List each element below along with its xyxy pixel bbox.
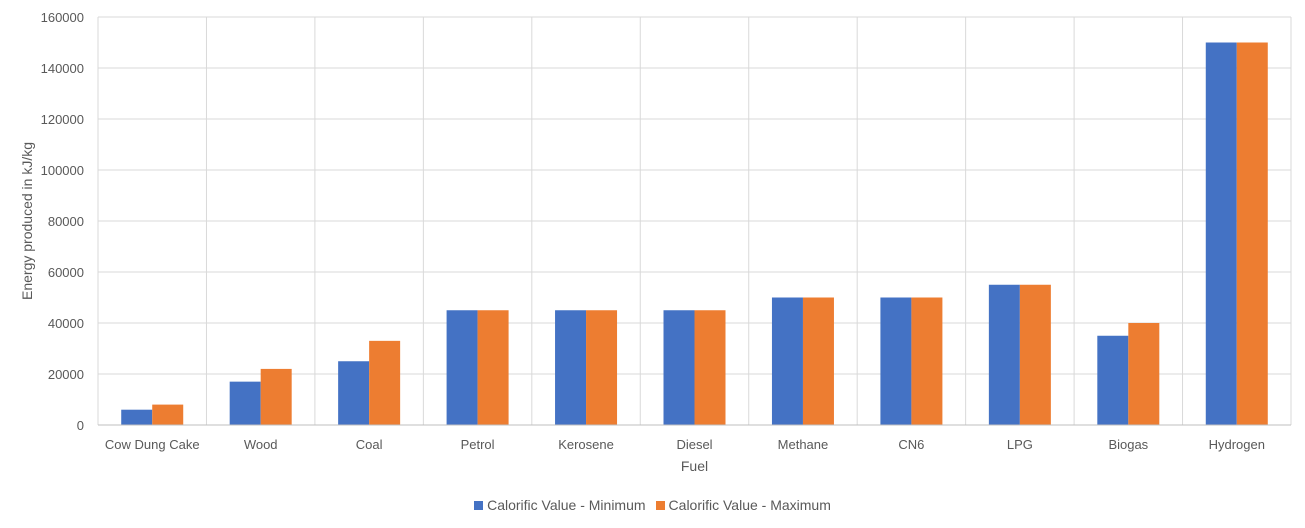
x-tick-label: Biogas	[1108, 437, 1148, 452]
bar-maximum-4	[586, 310, 618, 425]
bar-minimum-2	[338, 361, 370, 425]
bar-maximum-9	[1128, 323, 1160, 425]
bar-minimum-6	[771, 297, 803, 425]
bar-maximum-8	[1019, 284, 1051, 425]
y-tick-label: 160000	[41, 10, 84, 25]
x-tick-label: LPG	[1007, 437, 1033, 452]
bar-minimum-9	[1097, 335, 1129, 425]
y-tick-label: 20000	[48, 367, 84, 382]
legend-swatch-maximum	[655, 500, 665, 510]
y-tick-label: 40000	[48, 316, 84, 331]
y-tick-label: 120000	[41, 112, 84, 127]
bar-maximum-10	[1236, 42, 1268, 425]
bar-maximum-0	[152, 404, 184, 425]
x-tick-label: Cow Dung Cake	[105, 437, 200, 452]
legend: Calorific Value - Minimum Calorific Valu…	[0, 494, 1305, 516]
chart-svg: 0 20000 40000 60000 80000 100000 120000 140000 1…	[19, 10, 1292, 474]
y-tick-label: 60000	[48, 265, 84, 280]
bar-minimum-3	[446, 310, 478, 425]
bar-maximum-6	[802, 297, 834, 425]
legend-label-maximum: Calorific Value - Maximum	[668, 497, 831, 513]
y-axis-label: Energy produced in kJ/kg	[19, 142, 35, 300]
bar-minimum-8	[988, 284, 1020, 425]
x-axis-label: Fuel	[681, 458, 708, 474]
bar-maximum-7	[911, 297, 943, 425]
bar-maximum-1	[260, 368, 292, 425]
x-tick-label: Petrol	[461, 437, 495, 452]
bar-maximum-3	[477, 310, 509, 425]
bar-minimum-4	[555, 310, 587, 425]
bar-maximum-2	[369, 340, 401, 425]
bar-minimum-5	[663, 310, 695, 425]
y-tick-label: 0	[77, 418, 84, 433]
bar-maximum-5	[694, 310, 726, 425]
bar-minimum-7	[880, 297, 912, 425]
x-tick-label: Diesel	[676, 437, 712, 452]
legend-item-minimum: Calorific Value - Minimum	[474, 497, 646, 513]
y-tick-label: 100000	[41, 163, 84, 178]
bar-minimum-1	[229, 381, 261, 425]
x-tick-label: Kerosene	[558, 437, 614, 452]
y-tick-label: 140000	[41, 61, 84, 76]
legend-label-minimum: Calorific Value - Minimum	[487, 497, 646, 513]
bar-minimum-0	[121, 409, 153, 425]
x-tick-label: CN6	[898, 437, 924, 452]
x-tick-label: Wood	[244, 437, 278, 452]
x-tick-label: Coal	[356, 437, 383, 452]
y-tick-label: 80000	[48, 214, 84, 229]
bar-minimum-10	[1205, 42, 1237, 425]
legend-item-maximum: Calorific Value - Maximum	[655, 497, 831, 513]
x-tick-label: Methane	[778, 437, 829, 452]
x-tick-label: Hydrogen	[1209, 437, 1265, 452]
legend-swatch-minimum	[474, 500, 484, 510]
